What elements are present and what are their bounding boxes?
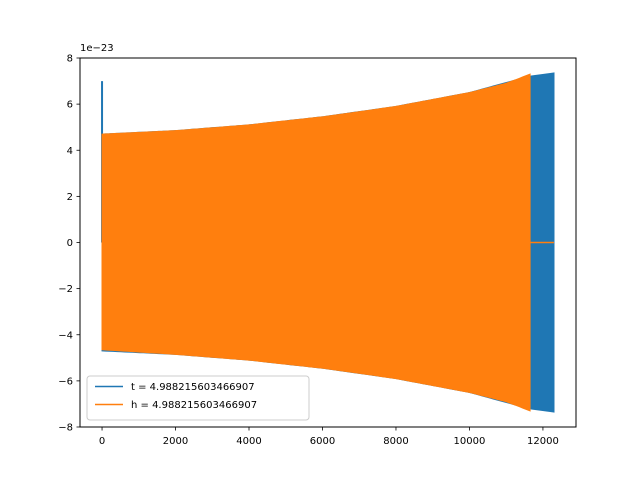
y-tick-label: 8 [67, 54, 73, 65]
x-tick-label: 4000 [236, 436, 261, 447]
x-tick-label: 12000 [527, 436, 559, 447]
x-tick-label: 6000 [310, 436, 335, 447]
y-tick-label: 2 [67, 192, 73, 203]
y-tick-label: −8 [58, 423, 73, 434]
ticks: 0 2000 4000 6000 8000 10000 12000 −8 −6 −4 −2 0 2 4 6 8 [58, 54, 559, 448]
x-tick-label: 0 [99, 436, 105, 447]
y-offset-label: 1e−23 [80, 43, 114, 54]
y-tick-label: 6 [67, 100, 73, 111]
x-tick-label: 10000 [454, 436, 486, 447]
plot-area [101, 72, 555, 413]
legend-label: h = 4.988215603466907 [131, 400, 257, 411]
y-tick-label: −4 [58, 330, 73, 341]
x-tick-label: 2000 [163, 436, 188, 447]
legend: t = 4.988215603466907 h = 4.9882156034669… [86, 375, 310, 421]
series-h-envelope [101, 73, 531, 412]
legend-label: t = 4.988215603466907 [131, 382, 255, 393]
y-tick-label: −2 [58, 284, 73, 295]
x-tick-label: 8000 [383, 436, 408, 447]
y-tick-label: 0 [67, 238, 73, 249]
legend-box [86, 375, 310, 421]
y-tick-label: −6 [58, 376, 73, 387]
y-tick-label: 4 [67, 146, 73, 157]
